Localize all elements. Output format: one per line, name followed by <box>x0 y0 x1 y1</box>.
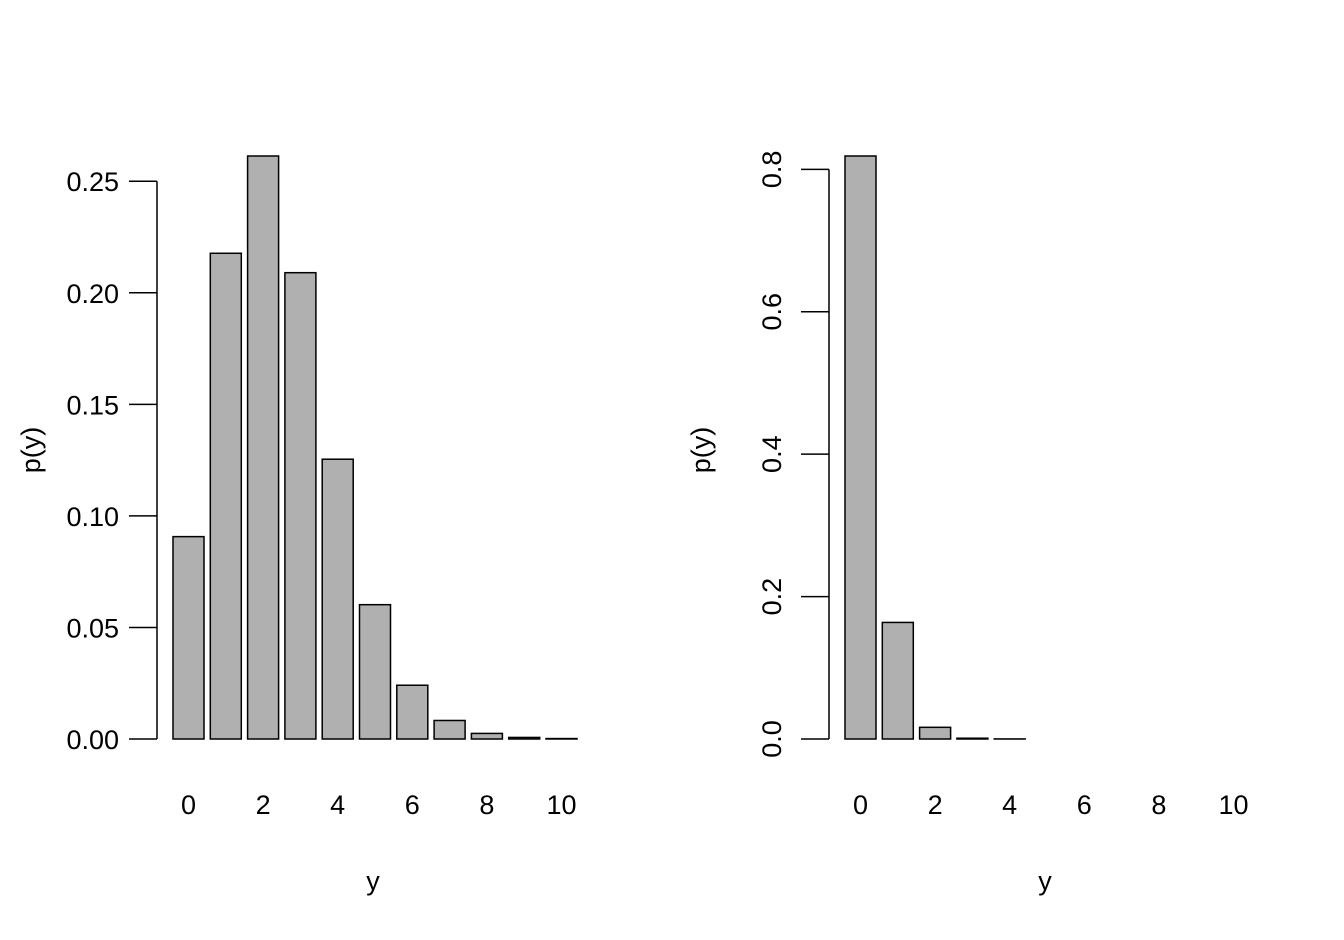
x-tick-label: 0 <box>853 790 868 820</box>
bar-y-2 <box>918 726 952 740</box>
x-tick-label: 2 <box>256 790 271 820</box>
x-tick-label: 10 <box>1218 790 1248 820</box>
x-tick-label: 2 <box>928 790 943 820</box>
bar-y-6 <box>396 684 429 740</box>
y-tick-label: 0.20 <box>66 279 119 309</box>
y-tick-label: 0.6 <box>757 293 787 331</box>
x-tick-label: 4 <box>330 790 345 820</box>
bar-y-3 <box>956 737 989 740</box>
x-tick-label: 8 <box>1151 790 1166 820</box>
x-axis-label: y <box>366 866 380 896</box>
x-tick-label: 6 <box>405 790 420 820</box>
left-bar-chart: 0.00 0.05 0.10 0.15 0.20 0.25 0 2 4 6 8 10 y p(y) <box>16 155 578 896</box>
bar-y-3 <box>284 271 317 740</box>
y-tick-label: 0.15 <box>66 390 119 420</box>
bar-y-2 <box>246 155 280 740</box>
x-tick-label: 4 <box>1002 790 1017 820</box>
right-bar-chart: 0.0 0.2 0.4 0.6 0.8 0 2 4 6 8 10 y p(y) <box>686 151 1249 896</box>
bar-y-7 <box>433 719 466 740</box>
bar-y-0 <box>844 155 877 740</box>
bar-y-4 <box>321 458 354 740</box>
bar-y-1 <box>881 621 915 740</box>
y-axis-label: p(y) <box>16 427 46 474</box>
x-tick-label: 10 <box>546 790 576 820</box>
y-tick-label: 0.0 <box>757 720 787 758</box>
bar-y-5 <box>358 603 392 740</box>
x-tick-label: 6 <box>1077 790 1092 820</box>
y-tick-label: 0.4 <box>757 435 787 473</box>
y-tick-label: 0.2 <box>757 578 787 616</box>
y-tick-label: 0.25 <box>66 167 119 197</box>
bar-y-8 <box>470 732 504 740</box>
x-tick-label: 0 <box>181 790 196 820</box>
y-axis-label: p(y) <box>686 427 716 474</box>
y-tick-label: 0.10 <box>66 502 119 532</box>
x-tick-label: 8 <box>479 790 494 820</box>
bar-y-9 <box>507 736 541 740</box>
y-tick-label: 0.05 <box>66 613 119 643</box>
y-tick-label: 0.8 <box>757 151 787 189</box>
y-tick-label: 0.00 <box>66 725 119 755</box>
x-axis-label: y <box>1038 866 1052 896</box>
bar-y-1 <box>209 252 243 740</box>
bar-y-0 <box>172 535 205 740</box>
